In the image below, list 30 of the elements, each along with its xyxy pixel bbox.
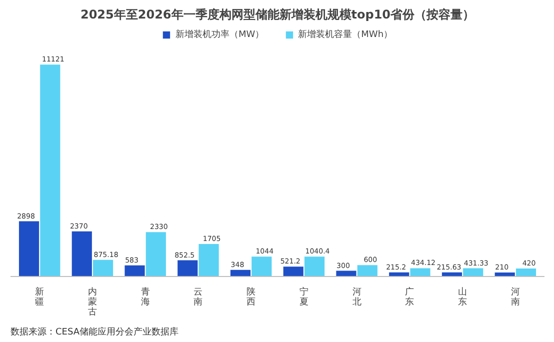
- bar: [230, 270, 251, 276]
- bar: [92, 260, 114, 276]
- legend-label: 新增装机功率（MW）: [175, 28, 264, 41]
- legend-label: 新增装机容量（MWh）: [298, 28, 393, 41]
- bar: [463, 268, 484, 276]
- bar: [198, 244, 219, 276]
- bar: [516, 268, 536, 276]
- chart-title: 2025年至2026年一季度构网型储能新增装机规模top10省份（按容量）: [80, 8, 475, 22]
- bar: [124, 265, 145, 276]
- x-tick-label: 河北: [352, 286, 362, 308]
- bar: [304, 256, 325, 276]
- x-tick-label: 河南: [510, 286, 520, 308]
- x-tick-label: 云南: [194, 288, 203, 308]
- bar: [283, 266, 304, 276]
- x-tick-label: 宁夏: [299, 286, 308, 308]
- bar: [18, 221, 40, 276]
- bar: [40, 64, 60, 276]
- x-tick-label: 广东: [405, 286, 414, 308]
- bar: [178, 260, 198, 276]
- bar: [357, 265, 378, 276]
- source-note: 数据来源：CESA储能应用分会产业数据库: [10, 326, 179, 338]
- bar: [252, 256, 272, 276]
- x-tick-label: 新疆: [35, 286, 44, 308]
- bar: [410, 268, 430, 276]
- x-tick-label: 青海: [140, 286, 150, 308]
- bar: [146, 232, 166, 276]
- bar: [72, 231, 92, 276]
- x-tick-label: 陕西: [246, 286, 256, 308]
- x-tick-label: 山东: [458, 286, 468, 308]
- x-tick-label: 内蒙古: [88, 286, 97, 318]
